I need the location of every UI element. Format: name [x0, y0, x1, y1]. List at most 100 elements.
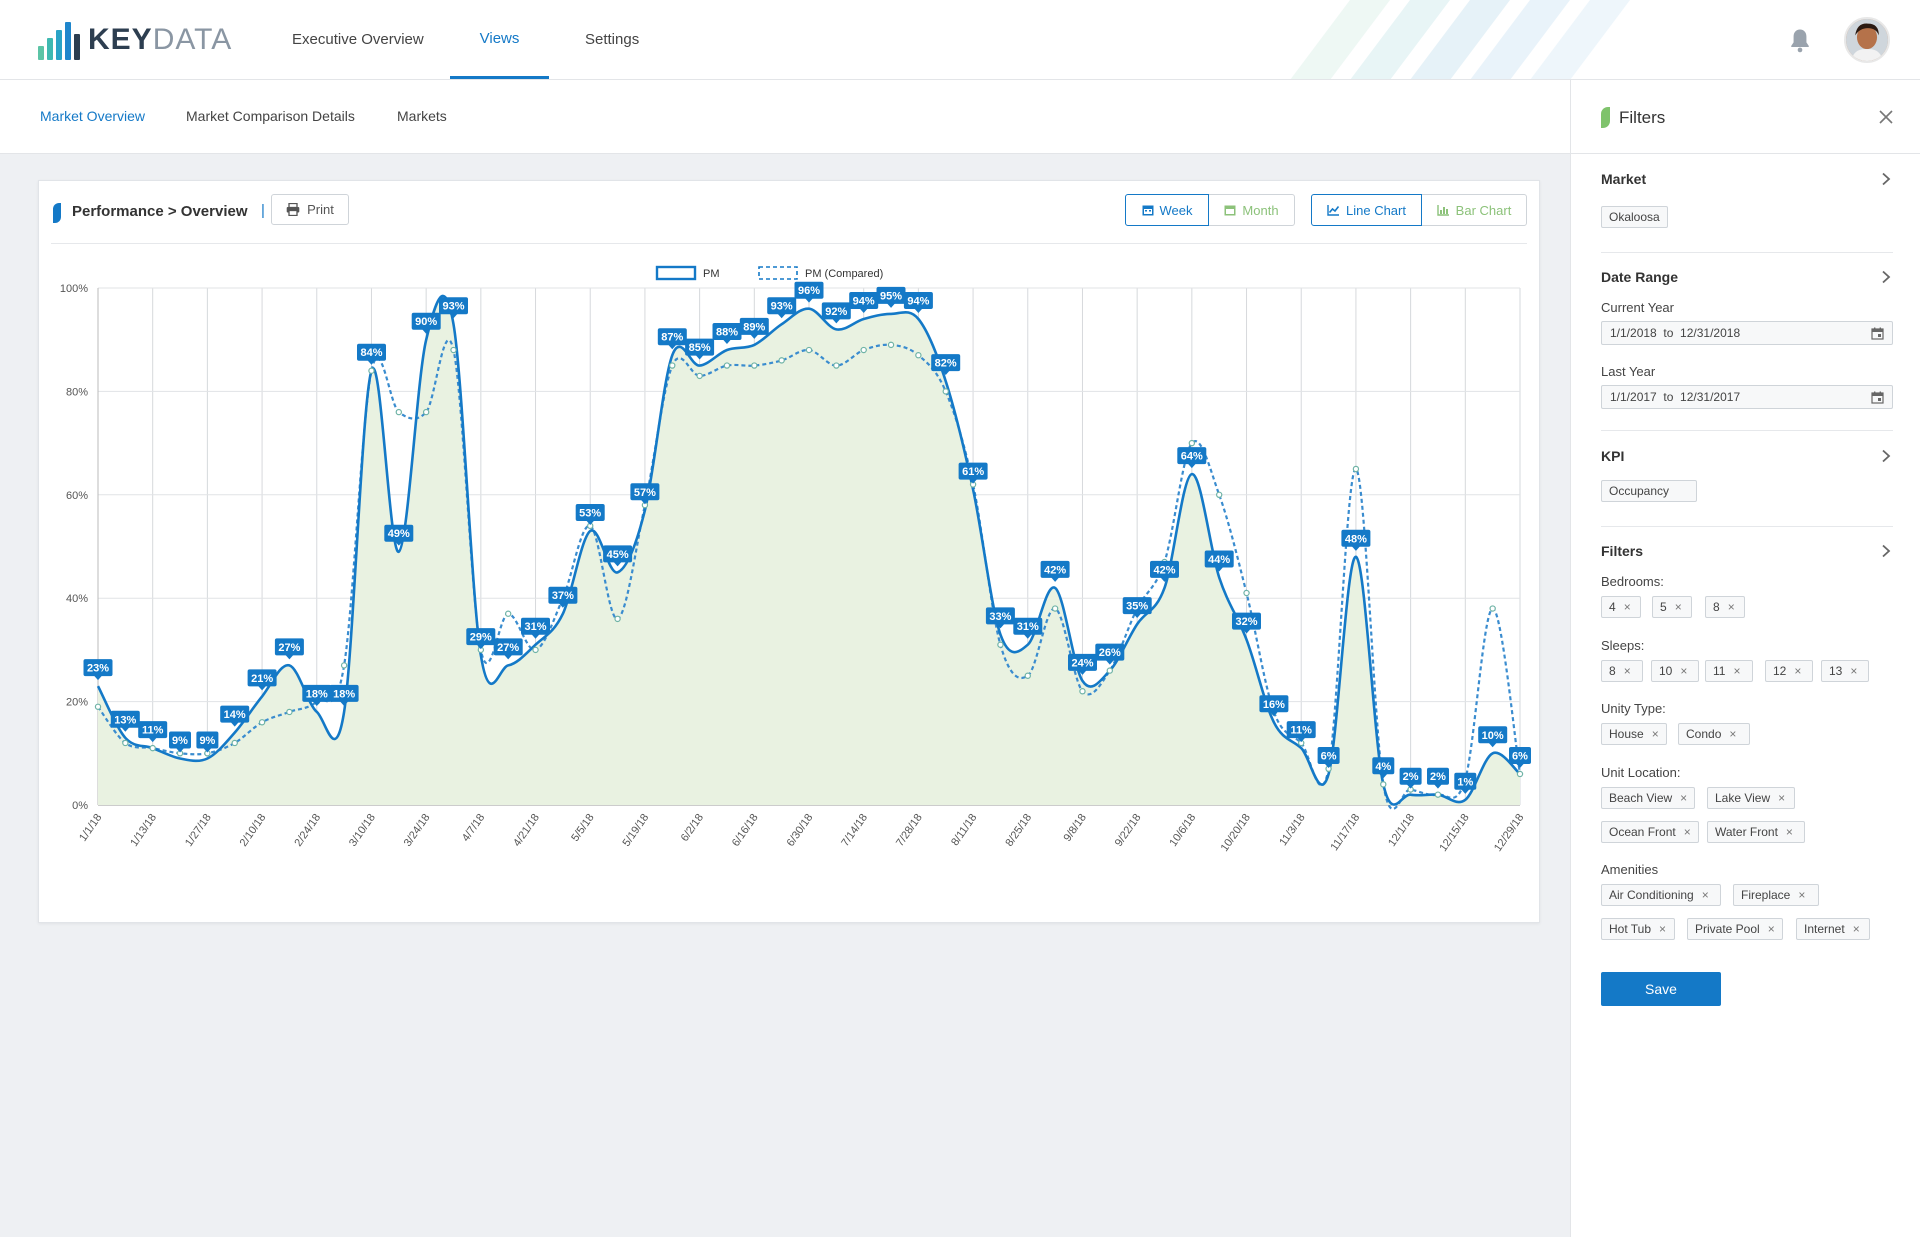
pm-label-text: 21%: [251, 673, 273, 685]
compared-point: [723, 362, 731, 369]
bell-icon[interactable]: [1786, 26, 1814, 54]
pm-data-label: 89%: [739, 317, 769, 339]
pm-data-label: 96%: [794, 281, 824, 303]
close-icon[interactable]: [1875, 106, 1897, 128]
unity-type-label: Unity Type:: [1601, 701, 1666, 716]
pm-data-label: 29%: [466, 628, 496, 650]
kpi-tag[interactable]: Occupancy: [1601, 480, 1697, 502]
subnav-market-overview[interactable]: Market Overview: [40, 108, 146, 124]
unit-location-tag: Ocean Front ×: [1601, 821, 1699, 843]
remove-tag-icon[interactable]: ×: [1785, 825, 1793, 839]
amenities-tag: Fireplace ×: [1733, 884, 1819, 906]
avatar-portrait-icon: [1846, 19, 1888, 61]
subnav-market-comparison-details[interactable]: Market Comparison Details: [186, 108, 355, 124]
user-avatar[interactable]: [1844, 17, 1890, 63]
pm-label-text: 85%: [689, 342, 711, 354]
pm-label-box: [903, 292, 933, 309]
pm-label-box: [1040, 560, 1070, 578]
subnav-markets[interactable]: Markets: [397, 108, 447, 124]
unity-type-tag: House ×: [1601, 723, 1667, 745]
print-button[interactable]: Print: [271, 194, 349, 225]
pm-label-text: 32%: [1235, 616, 1257, 628]
pm-label-box: [466, 628, 496, 646]
remove-tag-icon[interactable]: ×: [1659, 922, 1667, 936]
bar-chart-button[interactable]: Bar Chart: [1421, 194, 1527, 226]
pm-label-pointer: [887, 303, 896, 308]
chevron-right-icon[interactable]: [1879, 270, 1893, 284]
pm-label-pointer: [476, 644, 485, 650]
month-button[interactable]: Month: [1208, 194, 1295, 226]
chevron-right-icon[interactable]: [1879, 449, 1893, 463]
line-chart-button[interactable]: Line Chart: [1311, 194, 1422, 226]
remove-tag-icon[interactable]: ×: [1794, 664, 1802, 678]
nav-views[interactable]: Views: [450, 0, 549, 79]
pm-data-label: 23%: [83, 659, 113, 681]
remove-tag-icon[interactable]: ×: [1680, 791, 1688, 805]
pm-label-pointer: [586, 520, 595, 525]
compared-point: [1380, 781, 1387, 788]
x-tick-label: 3/10/18: [347, 812, 378, 849]
x-tick-label: 10/20/18: [1219, 812, 1253, 854]
market-tag[interactable]: Okaloosa: [1601, 206, 1668, 228]
pm-label-pointer: [914, 308, 923, 314]
remove-tag-icon[interactable]: ×: [1674, 600, 1682, 614]
save-button[interactable]: Save: [1601, 972, 1721, 1006]
tag-label: Condo: [1686, 727, 1722, 741]
last-year-date-field[interactable]: 1/1/2017 to 12/31/2017: [1601, 385, 1893, 409]
chevron-right-icon[interactable]: [1879, 172, 1893, 186]
pm-data-label: 1%: [1454, 772, 1477, 794]
remove-tag-icon[interactable]: ×: [1733, 664, 1741, 678]
current-year-date-field[interactable]: 1/1/2018 to 12/31/2018: [1601, 321, 1893, 345]
remove-tag-icon[interactable]: ×: [1778, 791, 1786, 805]
pm-data-label: 57%: [630, 483, 660, 505]
remove-tag-icon[interactable]: ×: [1651, 727, 1659, 741]
pm-label-pointer: [722, 339, 731, 345]
remove-tag-icon[interactable]: ×: [1798, 888, 1806, 902]
pm-label-box: [712, 323, 742, 340]
nav-executive-overview[interactable]: Executive Overview: [292, 31, 424, 48]
remove-tag-icon[interactable]: ×: [1767, 922, 1775, 936]
calendar-icon: [1142, 205, 1153, 216]
remove-tag-icon[interactable]: ×: [1701, 888, 1709, 902]
pm-label-box: [1068, 653, 1097, 671]
calendar-icon[interactable]: [1871, 327, 1884, 340]
remove-tag-icon[interactable]: ×: [1623, 600, 1631, 614]
pm-label-text: 9%: [172, 735, 188, 747]
tag-label: 13: [1829, 664, 1843, 678]
remove-tag-icon[interactable]: ×: [1729, 727, 1737, 741]
remove-tag-icon[interactable]: ×: [1852, 922, 1860, 936]
pm-label-box: [685, 338, 715, 356]
pm-data-label: 49%: [384, 524, 414, 546]
remove-tag-icon[interactable]: ×: [1850, 664, 1858, 678]
pm-label-box: [1286, 721, 1316, 739]
compared-point: [696, 372, 703, 380]
week-button[interactable]: Week: [1125, 194, 1209, 226]
pm-data-label: 11%: [1286, 721, 1316, 743]
remove-tag-icon[interactable]: ×: [1680, 664, 1688, 678]
market-value: Okaloosa: [1609, 210, 1660, 224]
pm-data-label: 42%: [1040, 560, 1070, 582]
pm-label-pointer: [1160, 577, 1169, 582]
tag-label: 12: [1773, 664, 1787, 678]
chevron-right-icon[interactable]: [1879, 544, 1893, 558]
calendar-icon[interactable]: [1871, 391, 1884, 404]
performance-panel: Performance > Overview | Print Week Mont…: [38, 180, 1540, 923]
remove-tag-icon[interactable]: ×: [1727, 600, 1735, 614]
tag-label: House: [1609, 727, 1644, 741]
bedrooms-tag: 5 ×: [1652, 596, 1692, 618]
tag-label: 10: [1659, 664, 1673, 678]
remove-tag-icon[interactable]: ×: [1683, 825, 1691, 839]
filters-sidebar: Filters Market Okaloosa Date Range Curre…: [1570, 80, 1920, 1237]
pm-label-pointer: [668, 344, 677, 350]
pm-label-box: [1204, 550, 1234, 568]
keydata-logo[interactable]: KEYDATA: [38, 18, 232, 62]
pm-label-text: 2%: [1403, 771, 1419, 783]
compared-point: [1434, 791, 1442, 798]
tag-label: Air Conditioning: [1609, 888, 1694, 902]
remove-tag-icon[interactable]: ×: [1623, 664, 1631, 678]
filters-section-title: Filters: [1601, 543, 1644, 559]
y-tick-label: 80%: [66, 386, 88, 398]
nav-settings[interactable]: Settings: [585, 31, 640, 48]
pm-data-label: 18%: [329, 684, 359, 706]
compared-point: [1243, 589, 1250, 597]
